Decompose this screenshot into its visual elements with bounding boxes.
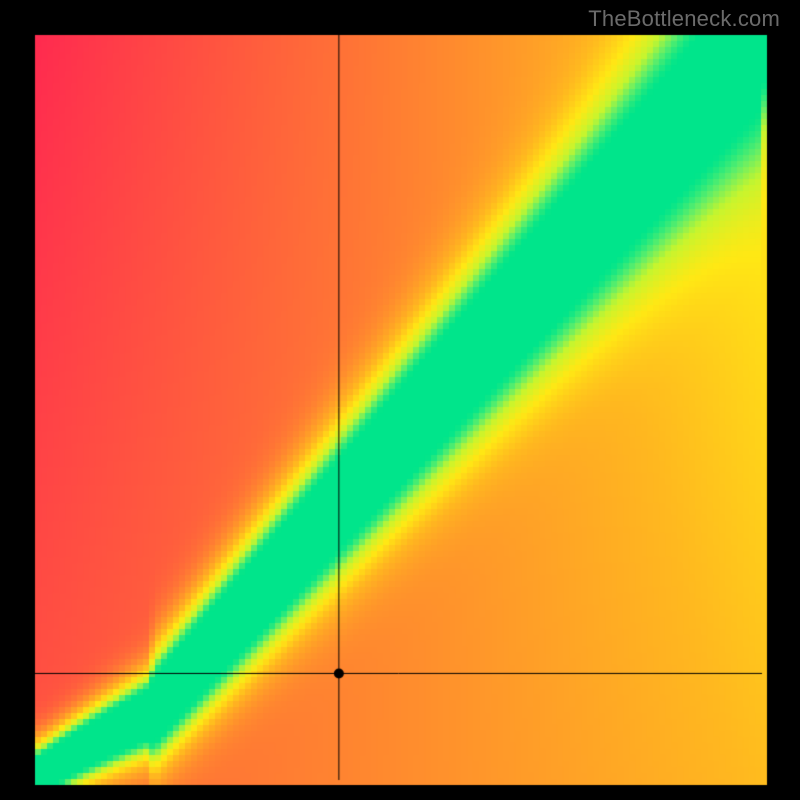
chart-container: TheBottleneck.com [0,0,800,800]
bottleneck-heatmap [0,0,800,800]
watermark-label: TheBottleneck.com [588,6,780,32]
